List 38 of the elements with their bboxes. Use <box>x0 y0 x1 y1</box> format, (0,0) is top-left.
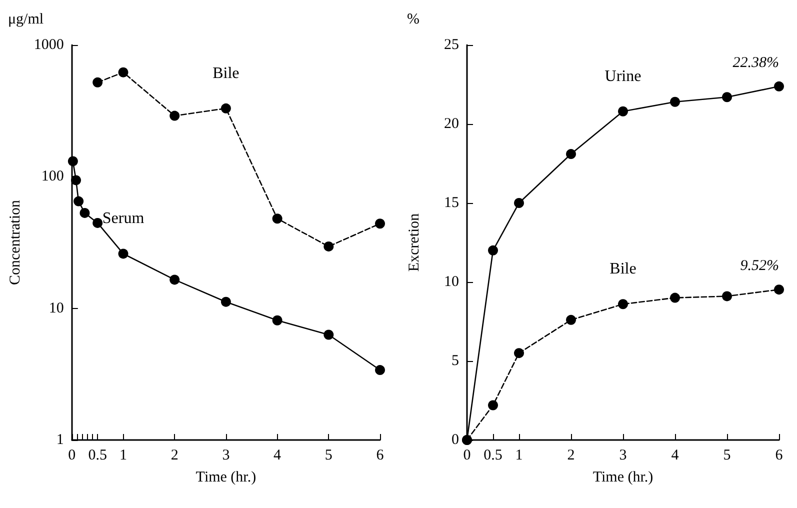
x-tick-label: 1 <box>515 448 523 464</box>
y-tick-label: 1000 <box>34 37 64 53</box>
x-tick-label: 5 <box>324 448 332 464</box>
y-axis-title: Excretion <box>406 212 422 272</box>
series-label: Serum <box>102 210 145 228</box>
y-axis-title: Concentration <box>8 200 24 285</box>
y-tick-label: 20 <box>444 116 459 132</box>
y-tick-label: 0 <box>452 432 459 448</box>
x-axis-title: Time (hr.) <box>196 470 256 486</box>
x-tick-label: 0.5 <box>88 448 107 464</box>
x-tick-label: 2 <box>170 448 178 464</box>
y-tick-label: 1 <box>56 432 64 448</box>
text: μg/ml <box>8 12 44 28</box>
x-tick-label: 6 <box>376 448 384 464</box>
x-tick-label: 5 <box>723 448 731 464</box>
x-tick-label: 3 <box>619 448 627 464</box>
y-tick-label: 25 <box>444 37 459 53</box>
series-label: Bile <box>610 260 636 278</box>
y-tick-label: 10 <box>48 300 64 316</box>
y-tick-label: 15 <box>444 195 459 211</box>
x-tick-label: 3 <box>222 448 230 464</box>
y-tick-label: 100 <box>41 168 64 185</box>
x-tick-label: 4 <box>274 448 282 464</box>
annotation: 9.52% <box>740 258 779 274</box>
x-tick-label: 0 <box>463 448 471 464</box>
x-axis-title: Time (hr.) <box>592 470 654 486</box>
y-tick-label: 10 <box>444 274 459 290</box>
annotation: 22.38% <box>732 54 779 71</box>
x-tick-label: 1 <box>120 448 127 464</box>
y-tick-label: 5 <box>452 353 459 369</box>
x-tick-label: 2 <box>567 448 575 464</box>
x-tick-label: 0 <box>68 448 76 464</box>
series-label: Bile <box>212 64 240 82</box>
x-tick-label: 4 <box>671 448 680 464</box>
series-label: Urine <box>604 68 642 85</box>
x-tick-label: 0.5 <box>484 448 502 464</box>
text: % <box>407 12 420 28</box>
x-tick-label: 6 <box>775 448 784 464</box>
